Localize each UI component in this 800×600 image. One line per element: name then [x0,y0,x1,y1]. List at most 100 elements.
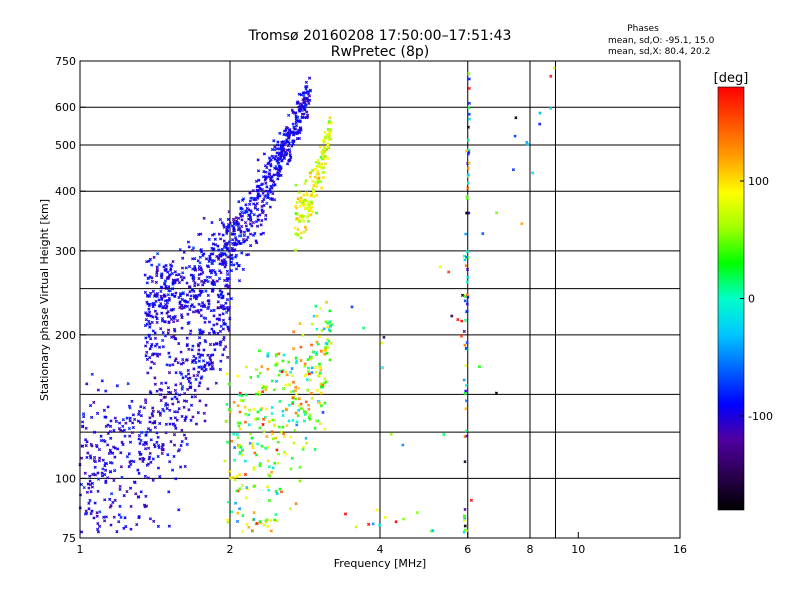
data-point [143,398,148,402]
data-point [389,432,393,436]
data-point [207,259,211,264]
data-point [127,426,131,431]
data-point [160,311,164,315]
data-point [159,302,163,306]
data-point [287,403,291,407]
data-point [230,253,234,257]
data-point [321,151,325,155]
data-point [173,416,177,420]
data-point [304,179,308,183]
data-point [189,329,193,333]
data-point [262,417,266,421]
data-point [116,447,120,451]
data-point [308,413,312,417]
data-point [252,407,256,411]
data-point [328,329,332,333]
data-point [270,197,274,201]
data-point [276,174,281,178]
data-point [191,274,195,278]
data-point [295,206,299,210]
data-point [305,110,309,114]
data-point [80,530,84,534]
data-point [80,456,84,460]
data-point [182,433,187,437]
data-point [216,331,220,335]
data-point [538,111,542,115]
data-point [261,191,265,195]
data-point [323,162,327,166]
data-point [236,421,240,425]
data-point [166,386,170,390]
data-point [272,424,277,428]
data-point [236,404,240,408]
data-point [149,366,153,370]
data-point [293,111,297,115]
data-point [273,148,277,152]
data-point [462,519,466,523]
data-point [198,381,202,385]
data-point [233,241,237,245]
data-point [254,392,259,396]
data-point [281,409,285,413]
data-point [304,228,308,232]
data-point [257,349,261,353]
data-point [291,380,296,384]
data-point [259,462,263,466]
data-point [270,430,274,434]
data-point [321,176,326,180]
data-point [216,293,220,297]
data-point [224,245,228,250]
data-point [234,238,238,242]
data-point [275,448,279,452]
data-point [180,306,184,311]
data-point [185,442,189,447]
data-point [238,410,242,414]
data-point [248,216,253,220]
y-tick-label: 500 [55,139,76,152]
data-point [298,465,302,469]
data-point [294,118,298,123]
data-point [309,200,313,204]
y-tick-label: 200 [55,329,76,342]
data-point [196,352,201,356]
data-point [168,314,172,319]
data-point [213,348,217,352]
data-point [199,232,203,236]
data-point [296,100,300,104]
data-point [467,117,472,121]
data-point [149,344,153,349]
data-point [185,336,189,340]
data-point [231,238,235,242]
data-point [323,401,327,405]
data-point [463,524,467,528]
data-point [216,306,220,310]
data-point [234,267,239,271]
data-point [464,429,468,433]
data-point [256,195,260,199]
data-point [150,263,154,267]
data-point [259,223,263,227]
data-point [160,272,164,276]
data-point [165,276,169,280]
data-point [232,400,236,404]
data-point [323,346,328,350]
colorbar-tick-label: 100 [748,175,769,188]
data-point [262,169,266,174]
data-point [310,205,315,209]
data-point [133,417,137,422]
data-point [171,260,175,264]
data-point [193,388,197,392]
data-point [319,179,323,184]
data-point [266,189,270,193]
data-point [138,420,142,425]
data-point [178,248,182,252]
data-point [151,409,155,413]
data-point [314,419,319,423]
data-point [173,388,177,393]
data-point [464,264,468,268]
data-point [95,514,99,518]
data-point [97,447,102,452]
data-point [200,268,204,272]
data-point [308,417,312,422]
data-point [322,170,326,174]
